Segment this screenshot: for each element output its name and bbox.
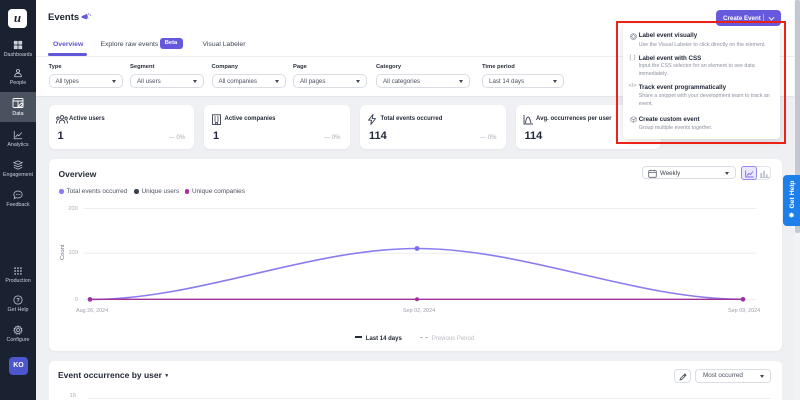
svg-text:?: ? xyxy=(16,298,20,304)
